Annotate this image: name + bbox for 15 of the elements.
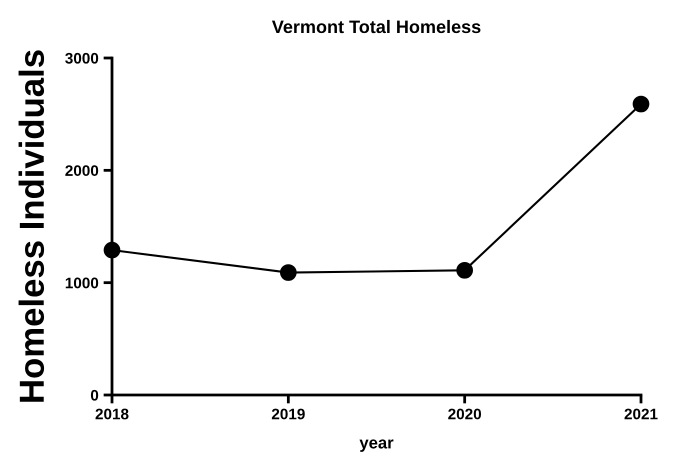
x-tick-label: 2018 <box>96 408 129 420</box>
chart-title: Vermont Total Homeless <box>272 20 480 34</box>
y-tick-label: 2000 <box>65 165 98 176</box>
point <box>456 262 473 279</box>
y-tick-label: 1000 <box>66 278 98 288</box>
y-tick-label: 3000 <box>65 52 98 64</box>
y-tick-label: 0 <box>90 390 98 401</box>
x-tick-label: 2019 <box>272 408 305 420</box>
y-axis-title: Homeless Individuals <box>18 50 44 402</box>
point <box>280 264 297 281</box>
point <box>104 242 120 258</box>
x-axis-title: year <box>359 439 394 452</box>
point <box>632 96 650 112</box>
x-tick-label: 2020 <box>448 408 482 420</box>
x-tick-label: 2021 <box>624 408 658 420</box>
